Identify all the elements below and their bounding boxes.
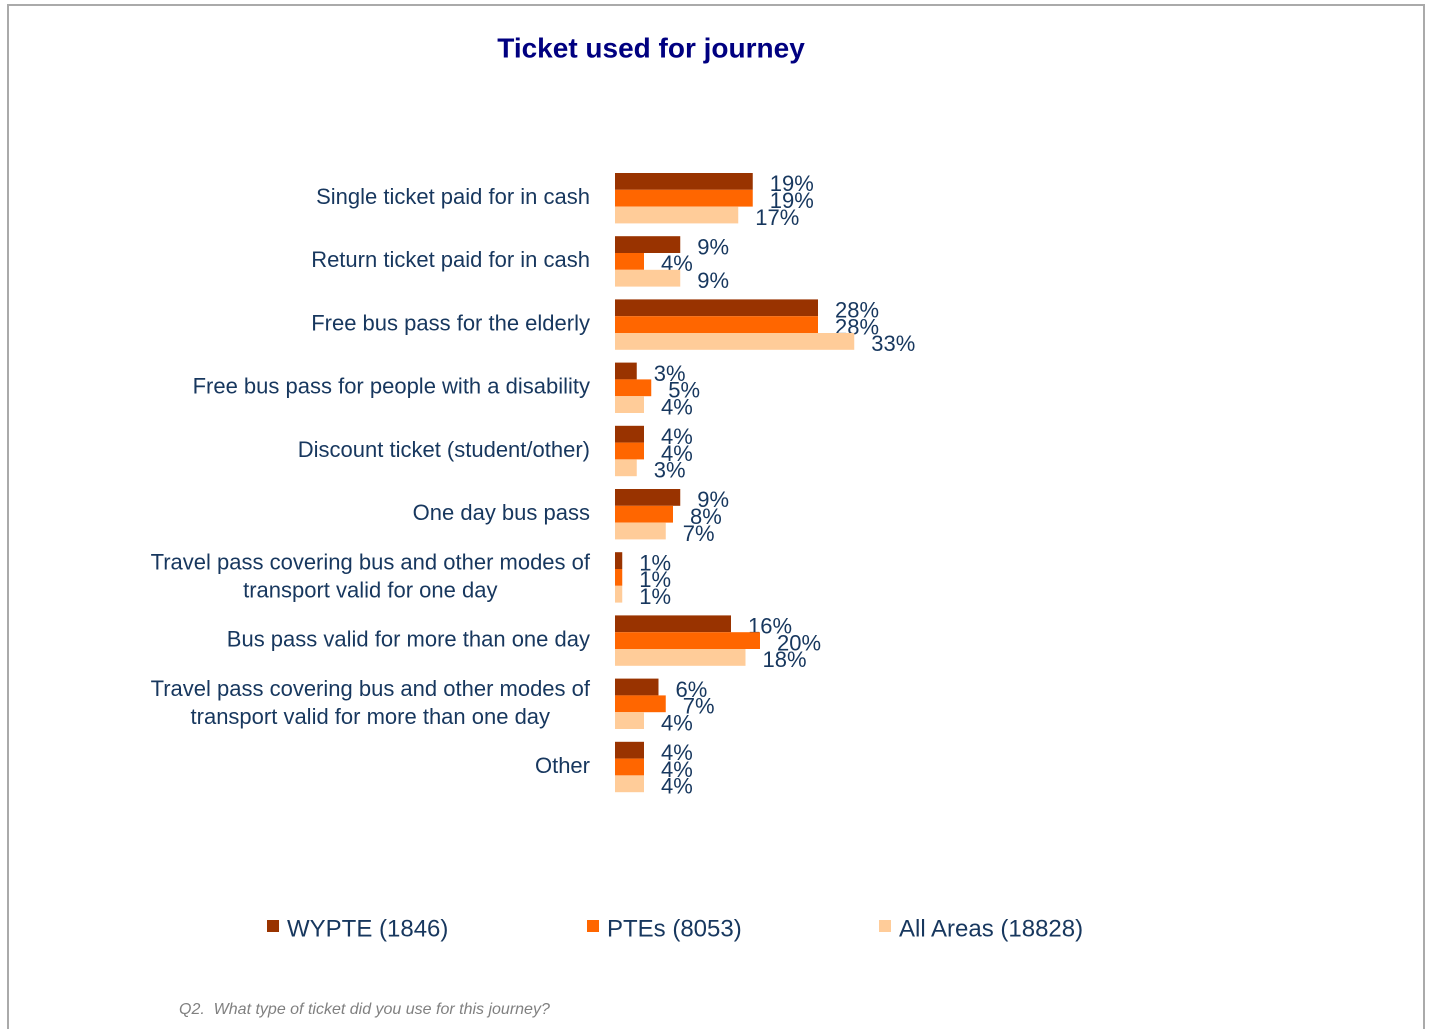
category-label: Discount ticket (student/other)	[298, 437, 590, 462]
bar	[615, 236, 681, 253]
value-label: 1%	[639, 550, 671, 575]
chart-title: Ticket used for journey	[497, 32, 805, 63]
bar	[615, 333, 855, 350]
category-label: Single ticket paid for in cash	[316, 184, 590, 209]
legend-swatch	[879, 920, 891, 932]
value-label: 9%	[697, 268, 729, 293]
bar	[615, 173, 753, 190]
bar	[615, 758, 644, 776]
value-label: 4%	[661, 757, 693, 782]
bar	[615, 522, 666, 540]
value-label: 17%	[755, 205, 799, 230]
bar	[615, 379, 652, 397]
value-label: 3%	[654, 361, 686, 386]
value-label: 9%	[697, 234, 729, 259]
bar	[615, 489, 681, 506]
legend-swatch	[267, 920, 279, 932]
bar	[615, 189, 753, 207]
bar	[615, 678, 659, 696]
bar	[615, 269, 681, 287]
value-label: 4%	[661, 424, 693, 449]
value-label: 6%	[676, 677, 708, 702]
value-label: 19%	[770, 171, 814, 196]
bar	[615, 316, 818, 333]
value-label: 20%	[777, 630, 821, 655]
bar	[615, 362, 637, 380]
bar	[615, 505, 673, 523]
legend-label: All Areas (18828)	[899, 915, 1083, 942]
category-label: Return ticket paid for in cash	[311, 247, 590, 272]
footnote: Q2. What type of ticket did you use for …	[179, 1001, 550, 1018]
value-label: 4%	[661, 441, 693, 466]
bar	[615, 299, 818, 317]
value-label: 1%	[639, 567, 671, 592]
category-label: One day bus pass	[413, 500, 590, 525]
bar	[615, 396, 644, 413]
category-label: Free bus pass for the elderly	[311, 310, 590, 335]
category-label: Bus pass valid for more than one day	[227, 626, 590, 651]
bar	[615, 206, 739, 224]
legend-label: PTEs (8053)	[607, 915, 742, 942]
bar	[615, 425, 644, 443]
bar	[615, 569, 623, 586]
value-label: 4%	[661, 394, 693, 419]
bar	[615, 442, 644, 460]
value-label: 18%	[763, 647, 807, 672]
value-label: 4%	[661, 740, 693, 765]
legend-swatch	[587, 920, 599, 932]
value-label: 5%	[668, 378, 700, 403]
bar	[615, 775, 644, 793]
bar	[615, 552, 623, 569]
bar	[615, 649, 746, 666]
value-label: 4%	[661, 710, 693, 735]
value-label: 1%	[639, 584, 671, 609]
bar	[615, 632, 760, 649]
bar	[615, 459, 637, 477]
category-label: Free bus pass for people with a disabili…	[193, 374, 590, 399]
bar	[615, 585, 623, 603]
value-label: 7%	[683, 521, 715, 546]
value-label: 33%	[871, 331, 915, 356]
value-label: 4%	[661, 774, 693, 799]
value-label: 28%	[835, 298, 879, 323]
category-label: Travel pass covering bus and other modes…	[151, 676, 591, 729]
value-label: 9%	[697, 487, 729, 512]
legend-label: WYPTE (1846)	[287, 915, 448, 942]
bar	[615, 615, 731, 633]
category-label: Travel pass covering bus and other modes…	[151, 549, 591, 602]
bar	[615, 695, 666, 713]
value-label: 3%	[654, 458, 686, 483]
value-label: 7%	[683, 694, 715, 719]
bar	[615, 741, 644, 759]
category-label: Other	[535, 753, 590, 778]
value-label: 19%	[770, 188, 814, 213]
value-label: 8%	[690, 504, 722, 529]
bar	[615, 253, 644, 270]
bar	[615, 712, 644, 729]
